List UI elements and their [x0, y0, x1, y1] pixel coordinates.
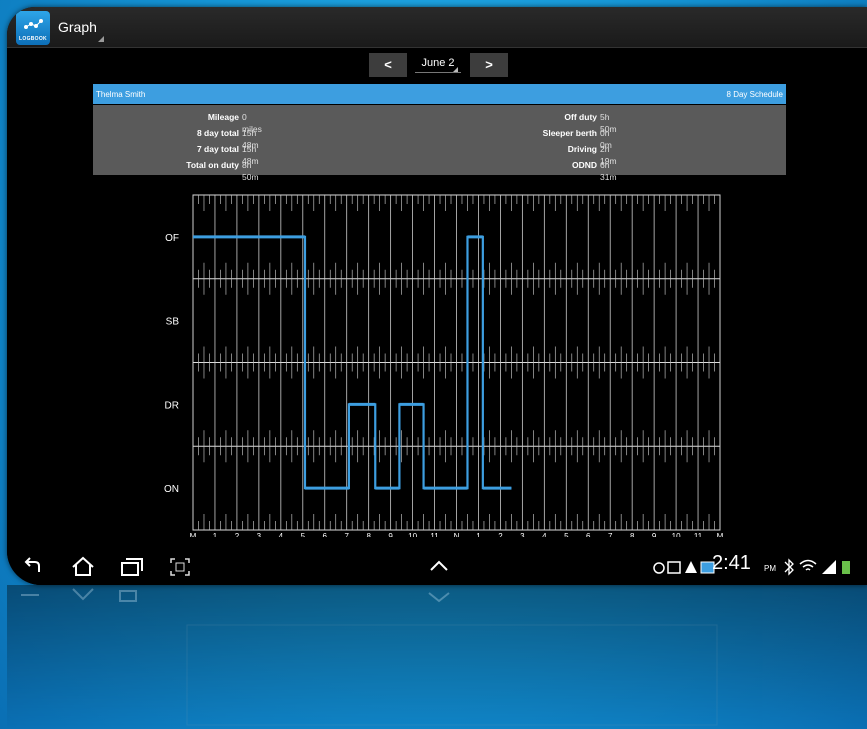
summary-value: 15h 48m [242, 144, 259, 166]
summary-label: 8 day total [196, 128, 239, 138]
summary-label: ODND [571, 160, 597, 170]
hour-label: 8 [366, 532, 371, 537]
status-icons [784, 558, 850, 576]
logbook-app-icon[interactable]: LOGBOOK [16, 11, 50, 45]
battery-icon [842, 561, 850, 574]
hour-label: 10 [672, 532, 681, 537]
hour-label: 2 [235, 532, 240, 537]
signal-icon [822, 560, 836, 574]
gallery-icon [667, 561, 681, 574]
row-label-of: OF [165, 233, 179, 244]
hour-label: 5 [301, 532, 306, 537]
wifi-icon [799, 559, 817, 571]
logo-dots-icon [24, 19, 43, 29]
date-selector[interactable]: June 2 [415, 57, 461, 73]
hour-label: 9 [388, 532, 393, 537]
hour-label: 3 [520, 532, 525, 537]
back-icon[interactable] [21, 557, 43, 577]
hour-label: N [454, 532, 460, 537]
summary-value: 5h 50m [600, 112, 617, 134]
bluetooth-icon [784, 558, 794, 576]
title-dropdown-icon[interactable] [98, 36, 104, 42]
screen-reflection [7, 585, 867, 729]
hour-label: M [190, 532, 197, 537]
card-icon [700, 561, 715, 574]
summary-value: 0 miles [242, 112, 262, 134]
hour-label: 9 [652, 532, 657, 537]
hour-label: 10 [408, 532, 417, 537]
recycle-icon [653, 562, 665, 574]
summary-value: 2h 19m [600, 144, 617, 166]
action-bar: LOGBOOK Graph [7, 7, 867, 48]
summary-value: 8h 50m [242, 160, 259, 182]
logo-text: LOGBOOK [19, 36, 47, 42]
reflection-graphic [21, 588, 718, 726]
summary-panel: Mileage 0 miles Off duty 5h 50m 8 day to… [93, 105, 786, 182]
hour-label: 8 [630, 532, 635, 537]
driver-name: Thelma Smith [96, 90, 146, 99]
summary-label: Mileage [207, 112, 239, 122]
clock-time: 2:41 [712, 552, 751, 574]
summary-value: 6h 31m [600, 160, 617, 182]
hour-label: 1 [476, 532, 481, 537]
row-label-on: ON [164, 484, 179, 495]
summary-label: Sleeper berth [542, 128, 597, 138]
summary-value: 0h 0m [600, 128, 612, 150]
hour-label: 4 [542, 532, 547, 537]
up-arrow-icon[interactable] [429, 560, 449, 572]
hour-label: 11 [430, 532, 439, 537]
duty-status-graph: OF SB DR ON M 1 2 3 4 5 6 7 8 9 10 11 N 1 2 3 4 5 6 7 8 9 10 11 M [164, 194, 724, 537]
hour-label: 5 [564, 532, 569, 537]
row-label-sb: SB [166, 317, 180, 328]
clock-ampm: PM [764, 564, 776, 573]
warning-icon [685, 561, 697, 573]
recent-apps-icon[interactable] [120, 557, 144, 577]
hour-label: 4 [279, 532, 284, 537]
hour-label: 1 [213, 532, 218, 537]
home-icon[interactable] [71, 556, 95, 578]
screenshot-icon[interactable] [169, 557, 191, 577]
summary-label: Total on duty [186, 160, 239, 170]
hour-label: 7 [608, 532, 613, 537]
page-title[interactable]: Graph [58, 19, 97, 35]
driver-header: Thelma Smith 8 Day Schedule [93, 84, 786, 104]
hour-label: M [717, 532, 724, 537]
hour-label: 6 [323, 532, 328, 537]
next-day-button[interactable]: > [470, 53, 508, 77]
hour-label: 11 [694, 532, 703, 537]
summary-label: Driving [567, 144, 597, 154]
hour-label: 6 [586, 532, 591, 537]
summary-label: Off duty [564, 112, 597, 122]
hour-label: 3 [257, 532, 262, 537]
hour-label: 2 [498, 532, 503, 537]
prev-day-button[interactable]: < [369, 53, 407, 77]
schedule-label: 8 Day Schedule [726, 90, 783, 99]
summary-value: 15h 48m [242, 128, 259, 150]
date-dropdown-icon[interactable] [453, 67, 458, 72]
summary-label: 7 day total [196, 144, 239, 154]
tablet-screen: LOGBOOK Graph < June 2 > Thelma Smith 8 … [7, 7, 867, 585]
hour-label: 7 [344, 532, 349, 537]
notification-icons [653, 561, 715, 574]
system-nav-bar: 2:41 PM [7, 548, 867, 585]
row-label-dr: DR [165, 400, 179, 411]
